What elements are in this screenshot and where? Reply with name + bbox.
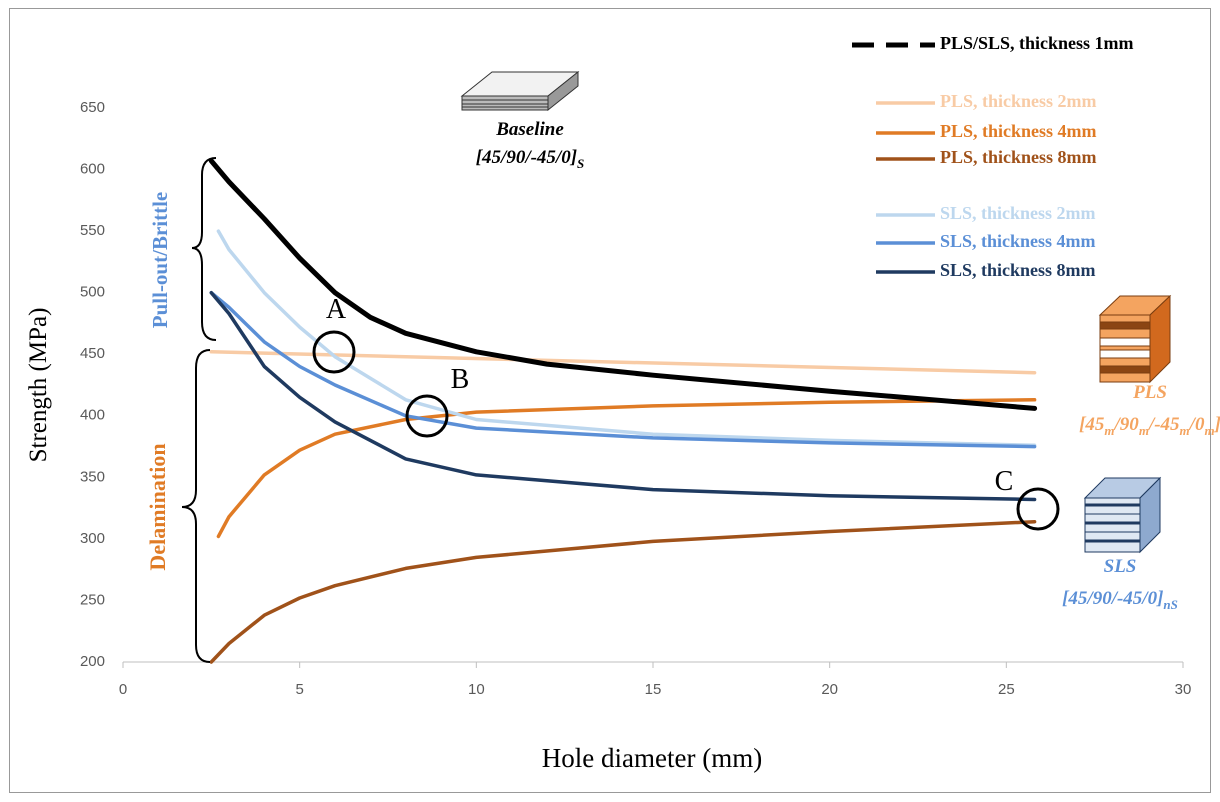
- axes: 0 5 10 15 20 25 30 200 250 300 350 400 450 500 550 600 6…: [80, 99, 1191, 698]
- layup-subscript: S: [577, 156, 584, 171]
- series-line: [216, 398, 1037, 539]
- x-tick-label: 5: [295, 681, 303, 698]
- brace: [191, 157, 217, 341]
- layup-subscript: m: [1139, 423, 1149, 438]
- x-tick-label: 10: [468, 681, 485, 698]
- legend-label: PLS, thickness 2mm: [940, 91, 1097, 111]
- laminate-labels: Baseline[45/90/-45/0]SPLS[45m/90m/-45m/0…: [476, 119, 1220, 612]
- y-tick-label: 450: [80, 345, 105, 362]
- y-tick-label: 350: [80, 468, 105, 485]
- layup-text: [45: [1079, 414, 1105, 435]
- legend-label: SLS, thickness 2mm: [940, 203, 1096, 223]
- x-tick-label: 0: [119, 681, 127, 698]
- y-tick-label: 500: [80, 284, 105, 301]
- laminate-name: Baseline: [495, 119, 564, 140]
- brace: [181, 349, 211, 663]
- point-label: B: [451, 364, 470, 395]
- series-line: [209, 519, 1037, 664]
- y-tick-label: 400: [80, 407, 105, 424]
- layup-text: /-45: [1147, 414, 1180, 435]
- highlight-circle: [405, 394, 449, 438]
- laminate-name: SLS: [1104, 556, 1137, 577]
- series-line: [209, 290, 1037, 449]
- x-tick-label: 15: [645, 681, 662, 698]
- legend-label: SLS, thickness 8mm: [940, 260, 1096, 280]
- series-line: [216, 229, 1037, 448]
- highlight-circle: [312, 330, 356, 374]
- y-tick-label: 200: [80, 653, 105, 670]
- laminate-layup: [45/90/-45/0]S: [476, 147, 585, 171]
- series-line: [208, 158, 1038, 411]
- layup-subscript: m: [1204, 423, 1214, 438]
- legend-label: SLS, thickness 4mm: [940, 231, 1096, 251]
- x-tick-label: 20: [821, 681, 838, 698]
- y-tick-label: 300: [80, 530, 105, 547]
- layup-text: /0: [1188, 414, 1205, 435]
- layup-text: ]: [1214, 414, 1220, 435]
- point-label: C: [995, 466, 1014, 497]
- region-label: Delamination: [145, 443, 170, 570]
- point-label: A: [326, 294, 347, 325]
- legend: PLS/SLS, thickness 1mm PLS, thickness 2mm…: [852, 33, 1134, 280]
- frame: [9, 8, 1211, 793]
- x-tick-label: 30: [1175, 681, 1192, 698]
- series-line: [209, 350, 1037, 375]
- highlight-circle: [1016, 487, 1060, 531]
- laminate-layup: [45m/90m/-45m/0m]: [1079, 414, 1220, 438]
- sls-icon: [1083, 476, 1162, 554]
- legend-label: PLS, thickness 4mm: [940, 121, 1097, 141]
- x-tick-label: 25: [998, 681, 1015, 698]
- layup-subscript: m: [1180, 423, 1190, 438]
- y-tick-label: 650: [80, 99, 105, 116]
- y-tick-label: 600: [80, 161, 105, 178]
- region-label: Pull-out/Brittle: [148, 192, 172, 328]
- legend-label: PLS/SLS, thickness 1mm: [940, 33, 1134, 53]
- layup-text: /90: [1113, 414, 1140, 435]
- x-axis-title: Hole diameter (mm): [542, 743, 762, 773]
- series-line: [209, 290, 1037, 502]
- legend-label: PLS, thickness 8mm: [940, 147, 1097, 167]
- baseline-icon: [460, 70, 580, 112]
- layup-subscript: nS: [1163, 597, 1177, 612]
- layup-text: [45/90/-45/0]: [476, 147, 577, 168]
- laminate-layup: [45/90/-45/0]nS: [1062, 588, 1178, 612]
- plot-lines: [208, 158, 1038, 664]
- laminate-name: PLS: [1132, 382, 1167, 403]
- pls-icon: [1098, 294, 1172, 384]
- y-tick-label: 250: [80, 591, 105, 608]
- layup-text: [45/90/-45/0]: [1062, 588, 1163, 609]
- y-axis-title: Strength (MPa): [25, 308, 52, 463]
- layup-subscript: m: [1104, 423, 1114, 438]
- y-tick-label: 550: [80, 222, 105, 239]
